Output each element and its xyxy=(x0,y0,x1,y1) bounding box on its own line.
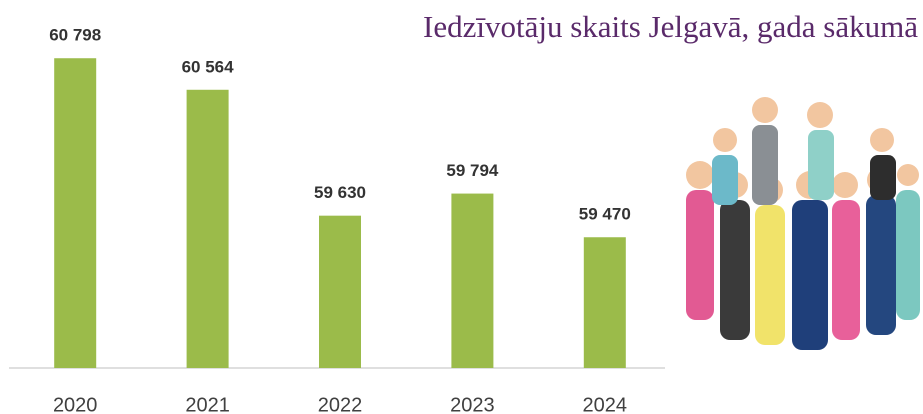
bar xyxy=(583,237,626,368)
data-label: 60 564 xyxy=(182,57,235,76)
x-tick-label: 2022 xyxy=(318,394,363,414)
x-tick-label: 2024 xyxy=(583,394,628,414)
data-label: 60 798 xyxy=(49,26,101,45)
people-illustration xyxy=(686,97,920,350)
bar xyxy=(54,58,97,368)
data-label: 59 470 xyxy=(579,205,631,224)
x-tick-label: 2023 xyxy=(450,394,495,414)
x-tick-label: 2021 xyxy=(185,394,230,414)
bar xyxy=(186,89,229,368)
data-label: 59 630 xyxy=(314,183,366,202)
data-label: 59 794 xyxy=(446,161,499,180)
bar xyxy=(319,215,361,368)
bar xyxy=(451,193,494,368)
x-tick-label: 2020 xyxy=(53,394,98,414)
chart-title: Iedzīvotāju skaits Jelgavā, gada sākumā xyxy=(423,9,918,44)
